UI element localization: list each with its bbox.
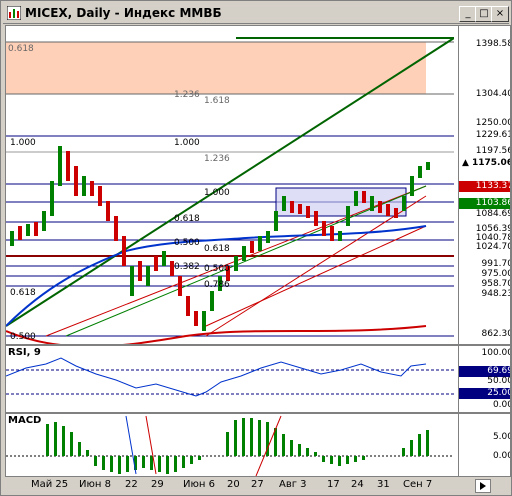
fib-label: 1.000 [10,138,36,148]
fib-label: 0.786 [204,280,230,290]
fib-label: 0.382 [174,262,200,272]
fib-zone [6,42,426,94]
rsi-level: 69.69 [459,366,510,377]
close-button[interactable]: × [491,6,509,22]
macd-level: 0.00 [492,451,511,461]
price-label: 958.70 [481,279,511,289]
scroll-to-end-button[interactable] [475,479,491,493]
fib-label: 1.236 [174,90,200,100]
time-label: 31 [377,479,390,490]
price-pane[interactable]: 0.618 1.236 1.618 1.000 1.000 1.236 1.00… [5,25,511,345]
fib-label: 1.236 [204,154,230,164]
macd-level: 5.00 [492,432,511,442]
macd-title: MACD [8,415,42,426]
title-bar[interactable]: MICEX, Daily - Индекс ММВБ _ □ × [3,3,509,24]
fib-label: 0.500 [10,332,36,342]
price-label: 1229.61 [475,130,511,140]
fib-label: 0.500 [174,238,200,248]
price-label: 948.23 [481,289,511,299]
arrow-right-icon [480,482,486,490]
time-label: 22 [125,479,138,490]
price-label: 1103.86 [459,198,510,209]
fib-label: 0.618 [204,244,230,254]
rsi-level: 25.00 [459,388,510,399]
rsi-level: 100.00 [481,348,511,358]
rsi-chart [6,357,454,397]
price-label: 1304.40 [475,89,511,99]
price-label: 1084.69 [475,209,511,219]
price-label: 1133.37 [459,181,510,192]
time-label: Июн 6 [183,479,215,490]
rsi-level: 50.00 [487,376,511,386]
macd-chart [6,415,454,476]
price-label: 1398.58 [475,39,511,49]
macd-axis: 5.00 0.00 [458,414,511,476]
time-label: 27 [251,479,264,490]
price-label: 1056.39 [475,224,511,234]
fib-label: 1.618 [204,96,230,106]
price-label: 1040.78 [475,233,511,243]
fib-label: 0.618 [10,288,36,298]
rsi-level: 0.00 [492,400,511,410]
fib-label: 1.000 [174,138,200,148]
price-axis[interactable]: 1398.58 1304.40 1250.00 1229.61 1197.56 … [458,26,511,344]
time-label: Июн 8 [79,479,111,490]
price-label: 991.70 [481,259,511,269]
window-title: MICEX, Daily - Индекс ММВБ [25,6,222,20]
rsi-pane[interactable]: RSI, 9 100.00 69.69 50.00 25.00 0.00 [5,345,511,413]
time-label: Май 25 [31,479,69,490]
fib-label: 0.500 [204,264,230,274]
macd-pane[interactable]: MACD 5.00 0.00 [5,413,511,477]
fib-label: 0.618 [8,44,34,54]
price-chart [6,37,454,344]
price-label: 1197.56 [475,146,511,156]
price-label: 1250.00 [475,118,511,128]
price-label: 862.30 [481,329,511,339]
time-label: Сен 7 [403,479,433,490]
time-label: 24 [351,479,364,490]
time-label: 17 [327,479,340,490]
fib-label: 1.000 [204,188,230,198]
price-label: 975.00 [481,269,511,279]
time-label: 29 [151,479,164,490]
current-price-label: ▲ 1175.06 [461,158,511,168]
time-label: 20 [227,479,240,490]
candles [10,146,430,331]
price-label: 1024.70 [475,242,511,252]
chart-icon [7,6,21,20]
rsi-axis: 100.00 69.69 50.00 25.00 0.00 [458,346,511,412]
time-axis: Май 25 Июн 8 22 29 Июн 6 20 27 Авг 3 17 … [5,477,453,493]
fib-label: 0.618 [174,214,200,224]
rsi-title: RSI, 9 [8,347,41,358]
time-label: Авг 3 [279,479,307,490]
